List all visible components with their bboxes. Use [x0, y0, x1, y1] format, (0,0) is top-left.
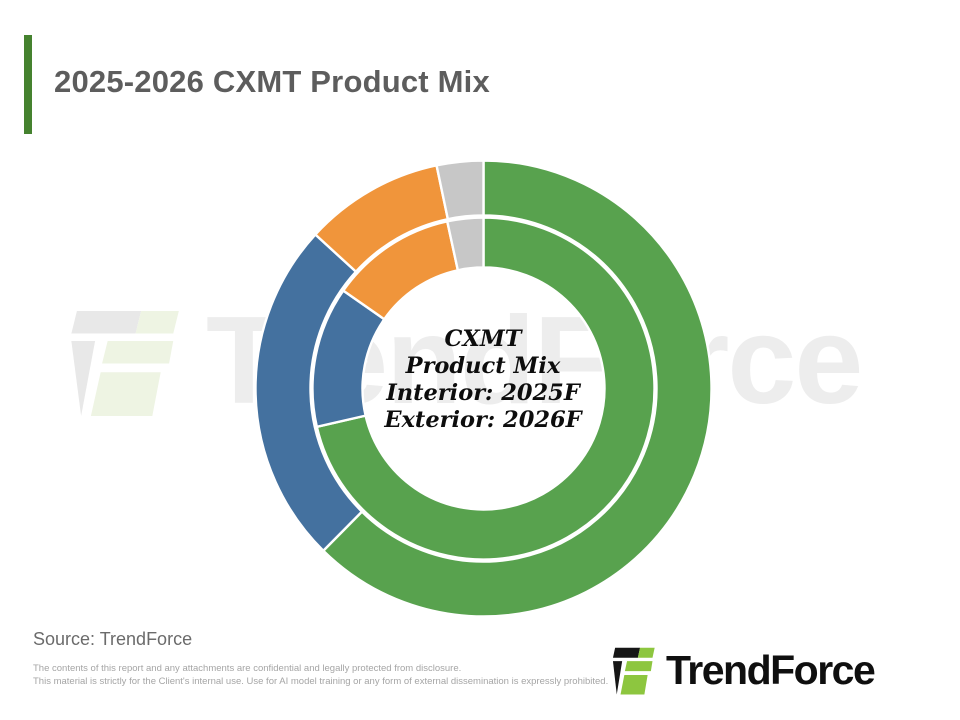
- title-accent-bar: [24, 35, 32, 134]
- chart-center-label: CXMT Product Mix Interior: 2025F Exterio…: [384, 326, 581, 434]
- trendforce-logo: TrendForce: [607, 641, 876, 699]
- trendforce-logo-text: TrendForce: [666, 646, 876, 693]
- source-text: Source: TrendForce: [33, 629, 193, 649]
- disclaimer: The contents of this report and any atta…: [33, 662, 608, 688]
- disclaimer-line-1: The contents of this report and any atta…: [33, 663, 462, 674]
- interior-ring-segment-green: [315, 216, 656, 561]
- disclaimer-line-2: This material is strictly for the Client…: [33, 676, 609, 687]
- interior-ring-segment-gray: [446, 216, 485, 272]
- exterior-ring-segment-gray: [435, 159, 485, 221]
- center-label-line-2: Product Mix: [405, 353, 561, 379]
- center-label-line-4: Exterior: 2026F: [384, 407, 582, 433]
- center-label-line-1: CXMT: [444, 326, 522, 352]
- trendforce-logo-icon: [612, 647, 655, 695]
- exterior-ring-segment-green: [322, 159, 713, 618]
- page-title: 2025-2026 CXMT Product Mix: [54, 64, 490, 99]
- center-label-line-3: Interior: 2025F: [386, 380, 580, 406]
